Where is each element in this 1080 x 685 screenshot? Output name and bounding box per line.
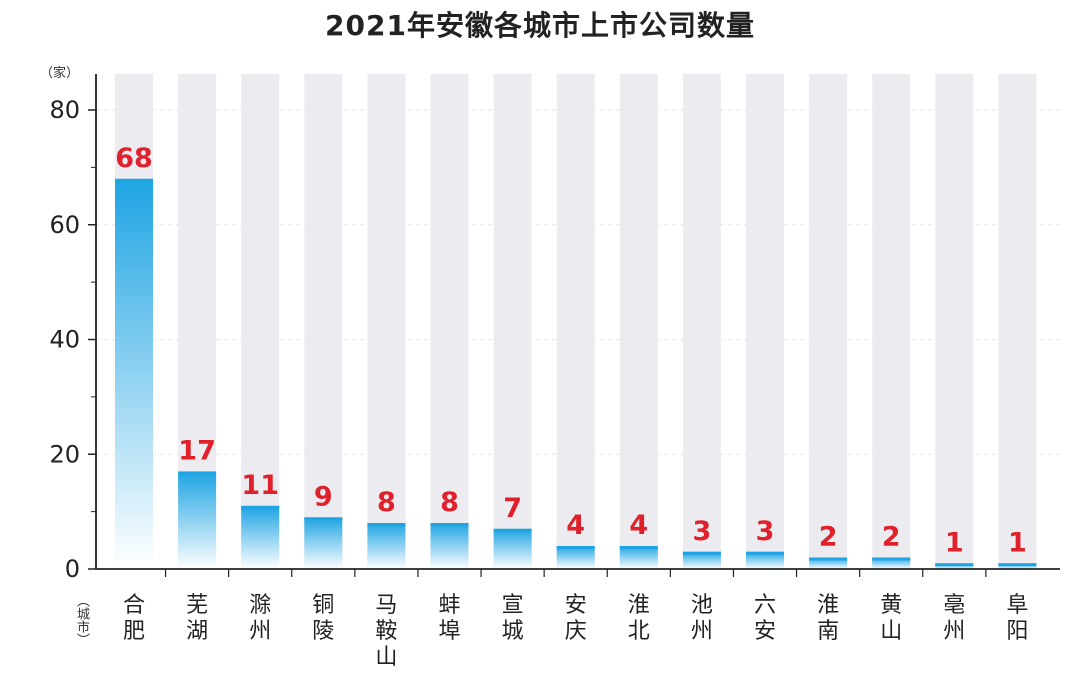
category-label-马鞍山: 马鞍山 [375, 593, 397, 670]
background-column-13 [935, 74, 974, 569]
background-column-6 [493, 74, 532, 569]
bar-宣城 [493, 528, 532, 569]
value-label-池州: 3 [693, 516, 712, 547]
category-label-六安: 六安 [754, 593, 776, 644]
category-label-安庆: 安庆 [565, 593, 587, 644]
bar-top-edge [935, 563, 974, 567]
category-label-滁州: 滁州 [249, 593, 271, 644]
bar-top-edge [493, 528, 532, 532]
bar-top-edge [746, 551, 784, 555]
background-column-7 [556, 74, 595, 569]
chart-title: 2021年安徽各城市上市公司数量 [325, 9, 755, 42]
category-label-蚌埠: 蚌埠 [438, 593, 460, 644]
bar-合肥 [115, 178, 153, 569]
value-label-安庆: 4 [566, 510, 585, 541]
bar-top-edge [241, 505, 280, 509]
value-label-马鞍山: 8 [377, 487, 396, 518]
bar-top-edge [178, 471, 217, 475]
bar-淮北 [619, 546, 658, 569]
bar-top-edge [367, 523, 406, 527]
bar-top-edge [682, 551, 721, 555]
category-label-宣城: 宣城 [502, 593, 524, 644]
bar-top-edge [430, 523, 469, 527]
value-label-亳州: 1 [945, 527, 964, 558]
background-column-5 [430, 74, 469, 569]
value-label-宣城: 7 [503, 493, 522, 524]
bar-铜陵 [304, 517, 343, 569]
value-label-蚌埠: 8 [440, 487, 459, 518]
x-axis-label-text: （城市） [74, 594, 89, 646]
bar-芜湖 [178, 471, 217, 569]
value-label-淮北: 4 [629, 510, 648, 541]
background-column-10 [746, 74, 784, 569]
bar-top-edge [872, 557, 911, 561]
bar-马鞍山 [367, 523, 406, 569]
value-label-黄山: 2 [882, 522, 901, 553]
bar-蚌埠 [430, 523, 469, 569]
value-label-阜阳: 1 [1008, 527, 1027, 558]
background-column-3 [304, 74, 343, 569]
value-label-滁州: 11 [241, 470, 279, 501]
bar-淮南 [809, 557, 848, 569]
value-label-合肥: 68 [115, 143, 153, 174]
axes [88, 74, 1060, 577]
background-column-12 [872, 74, 911, 569]
category-label-淮南: 淮南 [817, 593, 839, 644]
bar-top-edge [998, 563, 1037, 567]
value-label-芜湖: 17 [178, 435, 216, 466]
category-label-淮北: 淮北 [628, 593, 650, 644]
y-tick-label-80: 80 [49, 96, 80, 124]
bar-top-edge [619, 546, 658, 550]
y-tick-label-0: 0 [65, 555, 80, 583]
bar-安庆 [556, 546, 595, 569]
category-label-合肥: 合肥 [123, 593, 145, 644]
bar-池州 [682, 551, 721, 569]
value-label-六安: 3 [756, 516, 775, 547]
background-column-4 [367, 74, 406, 569]
bar-滁州 [241, 505, 280, 569]
bar-top-edge [115, 178, 153, 182]
labels: 02040608068合肥17芜湖11滁州9铜陵8马鞍山8蚌埠7宣城4安庆4淮北… [49, 96, 1028, 670]
category-label-池州: 池州 [691, 593, 713, 644]
category-label-亳州: 亳州 [943, 593, 965, 644]
y-tick-label-40: 40 [49, 326, 80, 354]
bar-top-edge [809, 557, 848, 561]
category-label-阜阳: 阜阳 [1006, 593, 1028, 644]
bar-top-edge [304, 517, 343, 521]
category-label-黄山: 黄山 [880, 593, 902, 644]
bar-六安 [746, 551, 784, 569]
x-axis-label: （城市） [64, 594, 98, 646]
background-column-11 [809, 74, 848, 569]
value-label-淮南: 2 [819, 522, 838, 553]
category-label-芜湖: 芜湖 [186, 593, 208, 644]
y-tick-label-20: 20 [49, 440, 80, 468]
y-tick-label-60: 60 [49, 211, 80, 239]
background-column-8 [619, 74, 658, 569]
bars [115, 178, 1037, 569]
background-column-14 [998, 74, 1037, 569]
bar-top-edge [556, 546, 595, 550]
y-axis-unit-label: （家） [40, 66, 80, 81]
bar-黄山 [872, 557, 911, 569]
category-label-铜陵: 铜陵 [312, 593, 334, 644]
value-label-铜陵: 9 [314, 481, 333, 512]
background-column-9 [682, 74, 721, 569]
background-column-2 [241, 74, 280, 569]
